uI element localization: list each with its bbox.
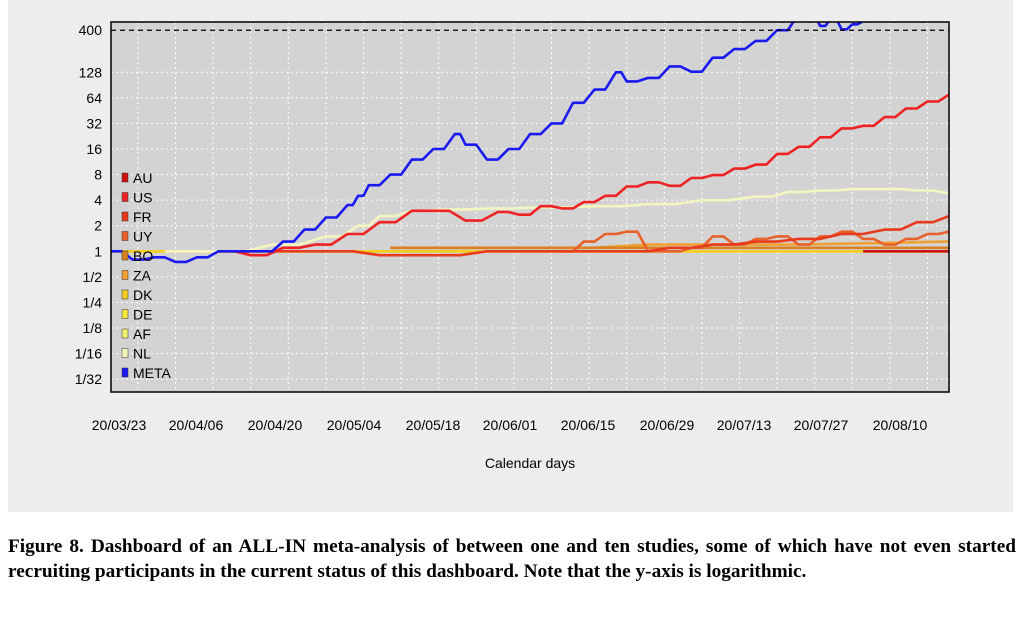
plot-border — [110, 21, 950, 393]
x-tick-label: 20/05/18 — [406, 417, 461, 433]
x-tick-label: 20/06/29 — [640, 417, 695, 433]
series-line-meta — [111, 22, 870, 264]
legend-swatch-meta — [121, 367, 129, 378]
y-tick-label: 1/8 — [83, 320, 103, 336]
y-tick-label: 2 — [94, 218, 102, 234]
x-tick-label: 20/04/06 — [169, 417, 224, 433]
series-line-fr — [218, 214, 949, 257]
legend-label-meta: META — [133, 365, 172, 381]
y-tick-label: 1/16 — [75, 346, 102, 362]
legend-label-af: AF — [133, 326, 151, 342]
y-axis-ticks: 400 128 64 32 16 8 4 2 1 1/2 1/4 1/8 1/16 1/32 — [75, 22, 102, 387]
chart-panel: 400 128 64 32 16 8 4 2 1 1/2 1/4 1/8 1/16 1/32 20/03/… — [8, 0, 1013, 512]
grid — [111, 22, 949, 392]
x-axis-ticks: 20/03/23 20/04/06 20/04/20 20/05/04 20/05/18… — [92, 417, 928, 433]
chart: 400 128 64 32 16 8 4 2 1 1/2 1/4 1/8 1/16 1/32 20/03/… — [75, 21, 950, 471]
series-lines — [111, 22, 949, 264]
y-tick-label: 64 — [86, 90, 102, 106]
legend-swatch-nl — [121, 348, 129, 358]
legend-label-za: ZA — [133, 268, 152, 284]
legend-swatch-bo — [121, 250, 129, 261]
legend-label-fr: FR — [133, 209, 152, 225]
figure-caption: Figure 8. Dashboard of an ALL-IN meta-an… — [8, 536, 1016, 582]
y-tick-label: 16 — [86, 141, 102, 157]
x-tick-label: 20/05/04 — [327, 417, 382, 433]
legend-label-uy: UY — [133, 229, 153, 245]
y-tick-label: 8 — [94, 167, 102, 183]
x-tick-label: 20/08/10 — [873, 417, 928, 433]
x-tick-label: 20/07/13 — [717, 417, 772, 433]
legend-label-dk: DK — [133, 287, 153, 303]
legend-swatch-au — [121, 172, 129, 183]
x-tick-label: 20/06/01 — [483, 417, 538, 433]
legend-label-nl: NL — [133, 346, 151, 362]
x-axis-label: Calendar days — [485, 455, 575, 471]
y-tick-label: 1 — [94, 243, 102, 259]
series-line-us — [218, 93, 949, 257]
x-tick-label: 20/07/27 — [794, 417, 849, 433]
legend-swatch-us — [121, 192, 129, 202]
y-tick-label: 4 — [94, 192, 102, 208]
series-line-uy — [562, 230, 949, 253]
y-tick-label: 400 — [79, 22, 103, 38]
legend-swatch-dk — [121, 289, 129, 300]
y-tick-label: 1/2 — [83, 269, 103, 285]
legend-swatch-fr — [121, 211, 129, 222]
x-tick-label: 20/04/20 — [248, 417, 303, 433]
x-tick-label: 20/06/15 — [561, 417, 616, 433]
legend-swatch-za — [121, 270, 129, 280]
y-tick-label: 1/4 — [83, 294, 103, 310]
y-tick-label: 32 — [86, 115, 102, 131]
legend-label-au: AU — [133, 170, 152, 186]
legend-swatch-uy — [121, 231, 129, 241]
legend-label-us: US — [133, 190, 152, 206]
legend-label-de: DE — [133, 307, 152, 323]
legend-swatch-af — [121, 328, 129, 339]
x-tick-label: 20/03/23 — [92, 417, 147, 433]
legend-swatch-de — [121, 309, 129, 319]
legend: AU US FR UY BO ZA DK DE AF NL META — [121, 170, 172, 381]
legend-label-bo: BO — [133, 248, 153, 264]
y-tick-label: 1/32 — [75, 371, 102, 387]
y-tick-label: 128 — [79, 64, 103, 80]
